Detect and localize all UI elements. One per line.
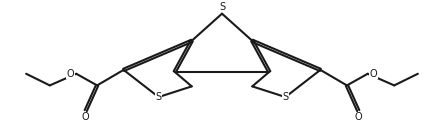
- Text: O: O: [82, 112, 90, 122]
- Text: S: S: [155, 92, 162, 102]
- Text: O: O: [370, 69, 377, 79]
- Text: S: S: [219, 2, 225, 12]
- Text: O: O: [354, 112, 362, 122]
- Text: S: S: [282, 92, 289, 102]
- Text: O: O: [67, 69, 74, 79]
